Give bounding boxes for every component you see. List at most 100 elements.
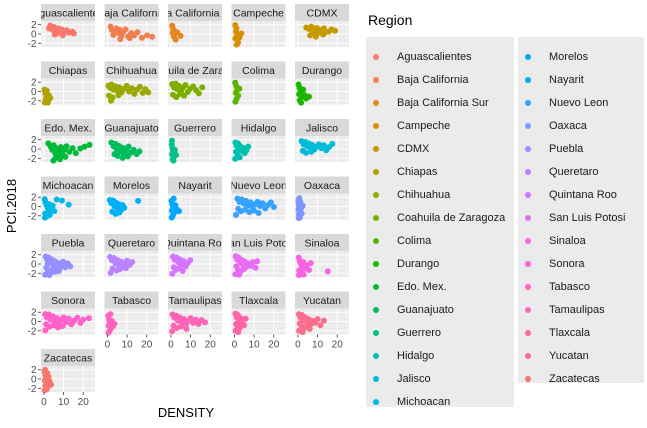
legend-item: Oaxaca — [518, 114, 587, 137]
facet-panel: Nayarit — [168, 176, 222, 221]
facet-strip — [295, 119, 349, 136]
data-point — [295, 272, 302, 279]
facet-strip — [41, 291, 95, 309]
legend-label: Chiapas — [397, 165, 438, 178]
legend-label: Oaxaca — [549, 119, 587, 132]
legend-dot-icon — [525, 306, 531, 313]
data-point — [48, 381, 55, 388]
x-tick-label: 20 — [268, 340, 280, 351]
legend-key — [518, 367, 538, 390]
data-point — [173, 152, 180, 159]
facet-strip — [295, 61, 349, 79]
legend-dot-icon — [373, 76, 379, 83]
data-point — [240, 266, 247, 273]
data-point — [135, 197, 142, 204]
data-point — [297, 207, 304, 214]
data-point — [81, 143, 88, 150]
legend-dot-icon — [525, 260, 531, 267]
facet-panel: Coahuila de Zaragoza — [168, 61, 222, 105]
facet-panel: Tamaulipas — [168, 291, 222, 335]
facet-panel: Campeche — [231, 4, 286, 48]
facet-strip — [231, 176, 286, 194]
legend-label: Queretaro — [549, 165, 599, 178]
y-tick-label: 2 — [31, 20, 37, 31]
facet-title: Nayarit — [178, 180, 211, 192]
y-tick-label: 0 — [31, 317, 37, 328]
legend-item: Nayarit — [518, 68, 584, 91]
legend-dot-icon — [525, 283, 531, 290]
x-tick-label: 20 — [205, 340, 217, 351]
legend-item: Baja California Sur — [366, 91, 489, 114]
data-point — [42, 271, 49, 278]
data-point — [187, 257, 194, 264]
data-point — [115, 92, 122, 99]
data-point — [116, 209, 123, 216]
legend-label: Quintana Roo — [549, 188, 617, 201]
facet-strip — [168, 234, 222, 251]
data-point — [126, 35, 133, 42]
facet-panel: Aguascalientes — [41, 4, 95, 47]
legend-dot-icon — [373, 53, 379, 60]
data-point — [322, 29, 329, 36]
facet-title: Sonora — [51, 295, 85, 307]
x-tick-label: 10 — [58, 397, 70, 408]
facet-title: Tamaulipas — [168, 295, 221, 307]
legend-key — [366, 45, 386, 68]
facet-title: Morelos — [113, 180, 150, 192]
legend-item: Edo. Mex. — [366, 275, 447, 298]
legend-key — [518, 160, 538, 183]
legend-dot-icon — [373, 260, 379, 267]
facet-title: Chiapas — [49, 65, 88, 77]
data-point — [170, 157, 177, 164]
facet-panel: Quintana Roo — [168, 234, 222, 277]
y-tick-label: 2 — [31, 250, 37, 261]
facet-title: Tlaxcala — [239, 295, 278, 307]
facet-panel: Oaxaca — [295, 176, 349, 222]
legend-item: Sonora — [518, 252, 584, 275]
facet-panel: Tabasco — [104, 291, 159, 336]
legend-item: Guanajuato — [366, 298, 454, 321]
facet-title: Durango — [302, 65, 342, 77]
legend-item: Morelos — [518, 45, 588, 68]
data-point — [332, 27, 339, 34]
legend-dot-icon — [373, 306, 379, 313]
data-point — [63, 143, 70, 150]
data-point — [232, 98, 239, 105]
legend-item: Tamaulipas — [518, 298, 605, 321]
y-tick-label: 0 — [31, 202, 37, 213]
data-point — [232, 155, 239, 162]
data-point — [54, 324, 61, 331]
data-point — [236, 154, 243, 161]
legend-key — [366, 229, 386, 252]
data-point — [296, 195, 303, 202]
legend-label: Yucatan — [549, 349, 589, 362]
y-tick-label: -2 — [28, 96, 37, 107]
y-tick-label: -2 — [28, 326, 37, 337]
data-point — [179, 267, 186, 274]
legend-dot-icon — [525, 214, 531, 221]
legend-key — [366, 91, 386, 114]
data-point — [329, 140, 336, 147]
data-point — [245, 143, 252, 150]
x-tick-label: 0 — [41, 397, 47, 408]
x-tick-label: 10 — [185, 340, 197, 351]
legend-label: Michoacan — [397, 395, 451, 408]
data-point — [251, 207, 258, 214]
y-tick-label: -2 — [28, 154, 37, 165]
data-point — [74, 314, 81, 321]
legend-item: Chihuahua — [366, 183, 450, 206]
legend-column-1 — [366, 37, 514, 407]
data-point — [177, 323, 184, 330]
legend-column-2 — [518, 37, 644, 383]
data-point — [202, 319, 209, 326]
legend-key — [366, 390, 386, 413]
data-point — [60, 314, 67, 321]
facet-strip — [168, 119, 222, 136]
data-point — [254, 258, 261, 265]
data-point — [111, 151, 118, 158]
legend-label: Tamaulipas — [549, 303, 605, 316]
legend-dot-icon — [373, 329, 379, 336]
data-point — [128, 85, 135, 92]
legend-item: Aguascalientes — [366, 45, 472, 68]
facet-panel: Morelos — [104, 176, 159, 220]
